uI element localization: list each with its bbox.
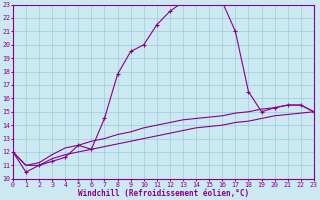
X-axis label: Windchill (Refroidissement éolien,°C): Windchill (Refroidissement éolien,°C) xyxy=(78,189,249,198)
